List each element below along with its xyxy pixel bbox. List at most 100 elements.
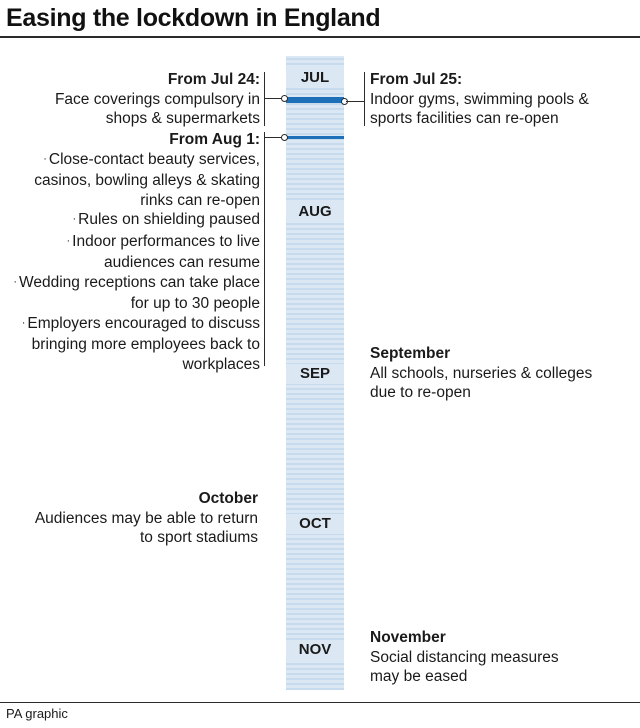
event-aug1-bullet-text: Employers encouraged to discuss bringing… (27, 314, 260, 373)
event-jul24-heading: From Jul 24: (167, 71, 260, 88)
event-aug1-bullet-text: Rules on shielding paused (78, 211, 260, 228)
timeline-day-stripe (286, 313, 344, 315)
timeline-day-stripe (286, 588, 344, 590)
timeline-day-stripe (286, 153, 344, 155)
timeline-day-stripe (286, 598, 344, 600)
event-aug1-bracket (264, 132, 265, 366)
footer-divider (0, 702, 640, 703)
bullet-icon: · (43, 152, 47, 165)
timeline-day-stripe (286, 343, 344, 345)
timeline-day-stripe (286, 323, 344, 325)
timeline-day-stripe (286, 88, 344, 90)
timeline-day-stripe (286, 288, 344, 290)
timeline-day-stripe (286, 558, 344, 560)
timeline-day-stripe (286, 463, 344, 465)
timeline-day-stripe (286, 348, 344, 350)
timeline-day-stripe (286, 468, 344, 470)
timeline-day-stripe (286, 553, 344, 555)
timeline-day-stripe (286, 533, 344, 535)
timeline-day-stripe (286, 593, 344, 595)
event-jul25-line: Indoor gyms, swimming pools & (370, 90, 589, 108)
event-november-line: may be eased (370, 668, 468, 685)
timeline-day-stripe (286, 408, 344, 410)
timeline-day-stripe (286, 668, 344, 670)
timeline-day-stripe (286, 338, 344, 340)
event-bar-jul24 (286, 97, 344, 100)
timeline-day-stripe (286, 498, 344, 500)
event-jul24-line: Face coverings compulsory in (54, 90, 260, 108)
timeline-day-stripe (286, 93, 344, 95)
bullet-icon: · (66, 234, 71, 247)
timeline-day-stripe (286, 508, 344, 510)
event-jul25-line: sports facilities can re-open (370, 110, 559, 127)
timeline-day-stripe (286, 398, 344, 400)
event-october-line: Audiences may be able to return (34, 509, 258, 527)
timeline-day-stripe (286, 608, 344, 610)
timeline-day-stripe (286, 603, 344, 605)
timeline-day-stripe (286, 458, 344, 460)
timeline-day-stripe (286, 543, 344, 545)
timeline-day-stripe (286, 473, 344, 475)
timeline-day-stripe (286, 433, 344, 435)
timeline-day-stripe (286, 633, 344, 635)
timeline-day-stripe (286, 278, 344, 280)
timeline-day-stripe (286, 58, 344, 60)
credit-text: PA graphic (6, 706, 68, 721)
timeline-day-stripe (286, 298, 344, 300)
timeline-day-stripe (286, 113, 344, 115)
event-aug1-bullet: · Wedding receptions can take place for u… (6, 273, 260, 314)
event-october: October Audiences may be able to return … (6, 489, 258, 548)
event-aug1-connector (264, 137, 286, 138)
event-aug1: From Aug 1: · Close-contact beauty servic… (6, 130, 260, 374)
event-november-line: Social distancing measures (370, 648, 559, 666)
title-divider (0, 36, 640, 38)
timeline-day-stripe (286, 148, 344, 150)
month-label-jul: JUL (286, 68, 344, 88)
timeline-day-stripe (286, 308, 344, 310)
timeline-day-stripe (286, 263, 344, 265)
timeline-day-stripe (286, 268, 344, 270)
timeline-day-stripe (286, 573, 344, 575)
event-jul25-connector (346, 101, 364, 102)
timeline-day-stripe (286, 503, 344, 505)
timeline-day-stripe (286, 293, 344, 295)
timeline-day-stripe (286, 453, 344, 455)
timeline-day-stripe (286, 538, 344, 540)
timeline-day-stripe (286, 488, 344, 490)
timeline-day-stripe (286, 238, 344, 240)
timeline-day-stripe (286, 228, 344, 230)
bullet-icon: · (13, 275, 18, 288)
timeline-day-stripe (286, 388, 344, 390)
event-aug1-heading: From Aug 1: (169, 131, 260, 148)
event-jul25: From Jul 25: Indoor gyms, swimming pools… (370, 70, 636, 129)
event-jul25-heading: From Jul 25: (370, 71, 463, 88)
timeline-day-stripe (286, 143, 344, 145)
timeline-day-stripe (286, 198, 344, 200)
timeline-day-stripe (286, 243, 344, 245)
timeline-day-stripe (286, 583, 344, 585)
timeline-day-stripe (286, 683, 344, 685)
timeline-day-stripe (286, 358, 344, 360)
timeline-day-stripe (286, 128, 344, 130)
timeline-day-stripe (286, 663, 344, 665)
timeline-day-stripe (286, 118, 344, 120)
timeline-day-stripe (286, 103, 344, 105)
timeline-day-stripe (286, 248, 344, 250)
timeline-day-stripe (286, 63, 344, 65)
timeline-day-stripe (286, 568, 344, 570)
timeline-day-stripe (286, 353, 344, 355)
event-aug1-bullet: · Close-contact beauty services, casinos,… (6, 150, 260, 211)
event-aug1-marker-icon (281, 134, 288, 141)
month-label-nov: NOV (286, 640, 344, 660)
timeline-day-stripe (286, 443, 344, 445)
timeline-day-stripe (286, 158, 344, 160)
event-jul24-marker-icon (281, 95, 288, 102)
timeline-day-stripe (286, 223, 344, 225)
timeline-day-stripe (286, 688, 344, 690)
timeline-day-stripe (286, 273, 344, 275)
event-september: September All schools, nurseries & colle… (370, 344, 636, 403)
timeline-day-stripe (286, 548, 344, 550)
timeline-day-stripe (286, 428, 344, 430)
timeline-day-stripe (286, 188, 344, 190)
event-jul24-line: shops & supermarkets (105, 110, 260, 127)
